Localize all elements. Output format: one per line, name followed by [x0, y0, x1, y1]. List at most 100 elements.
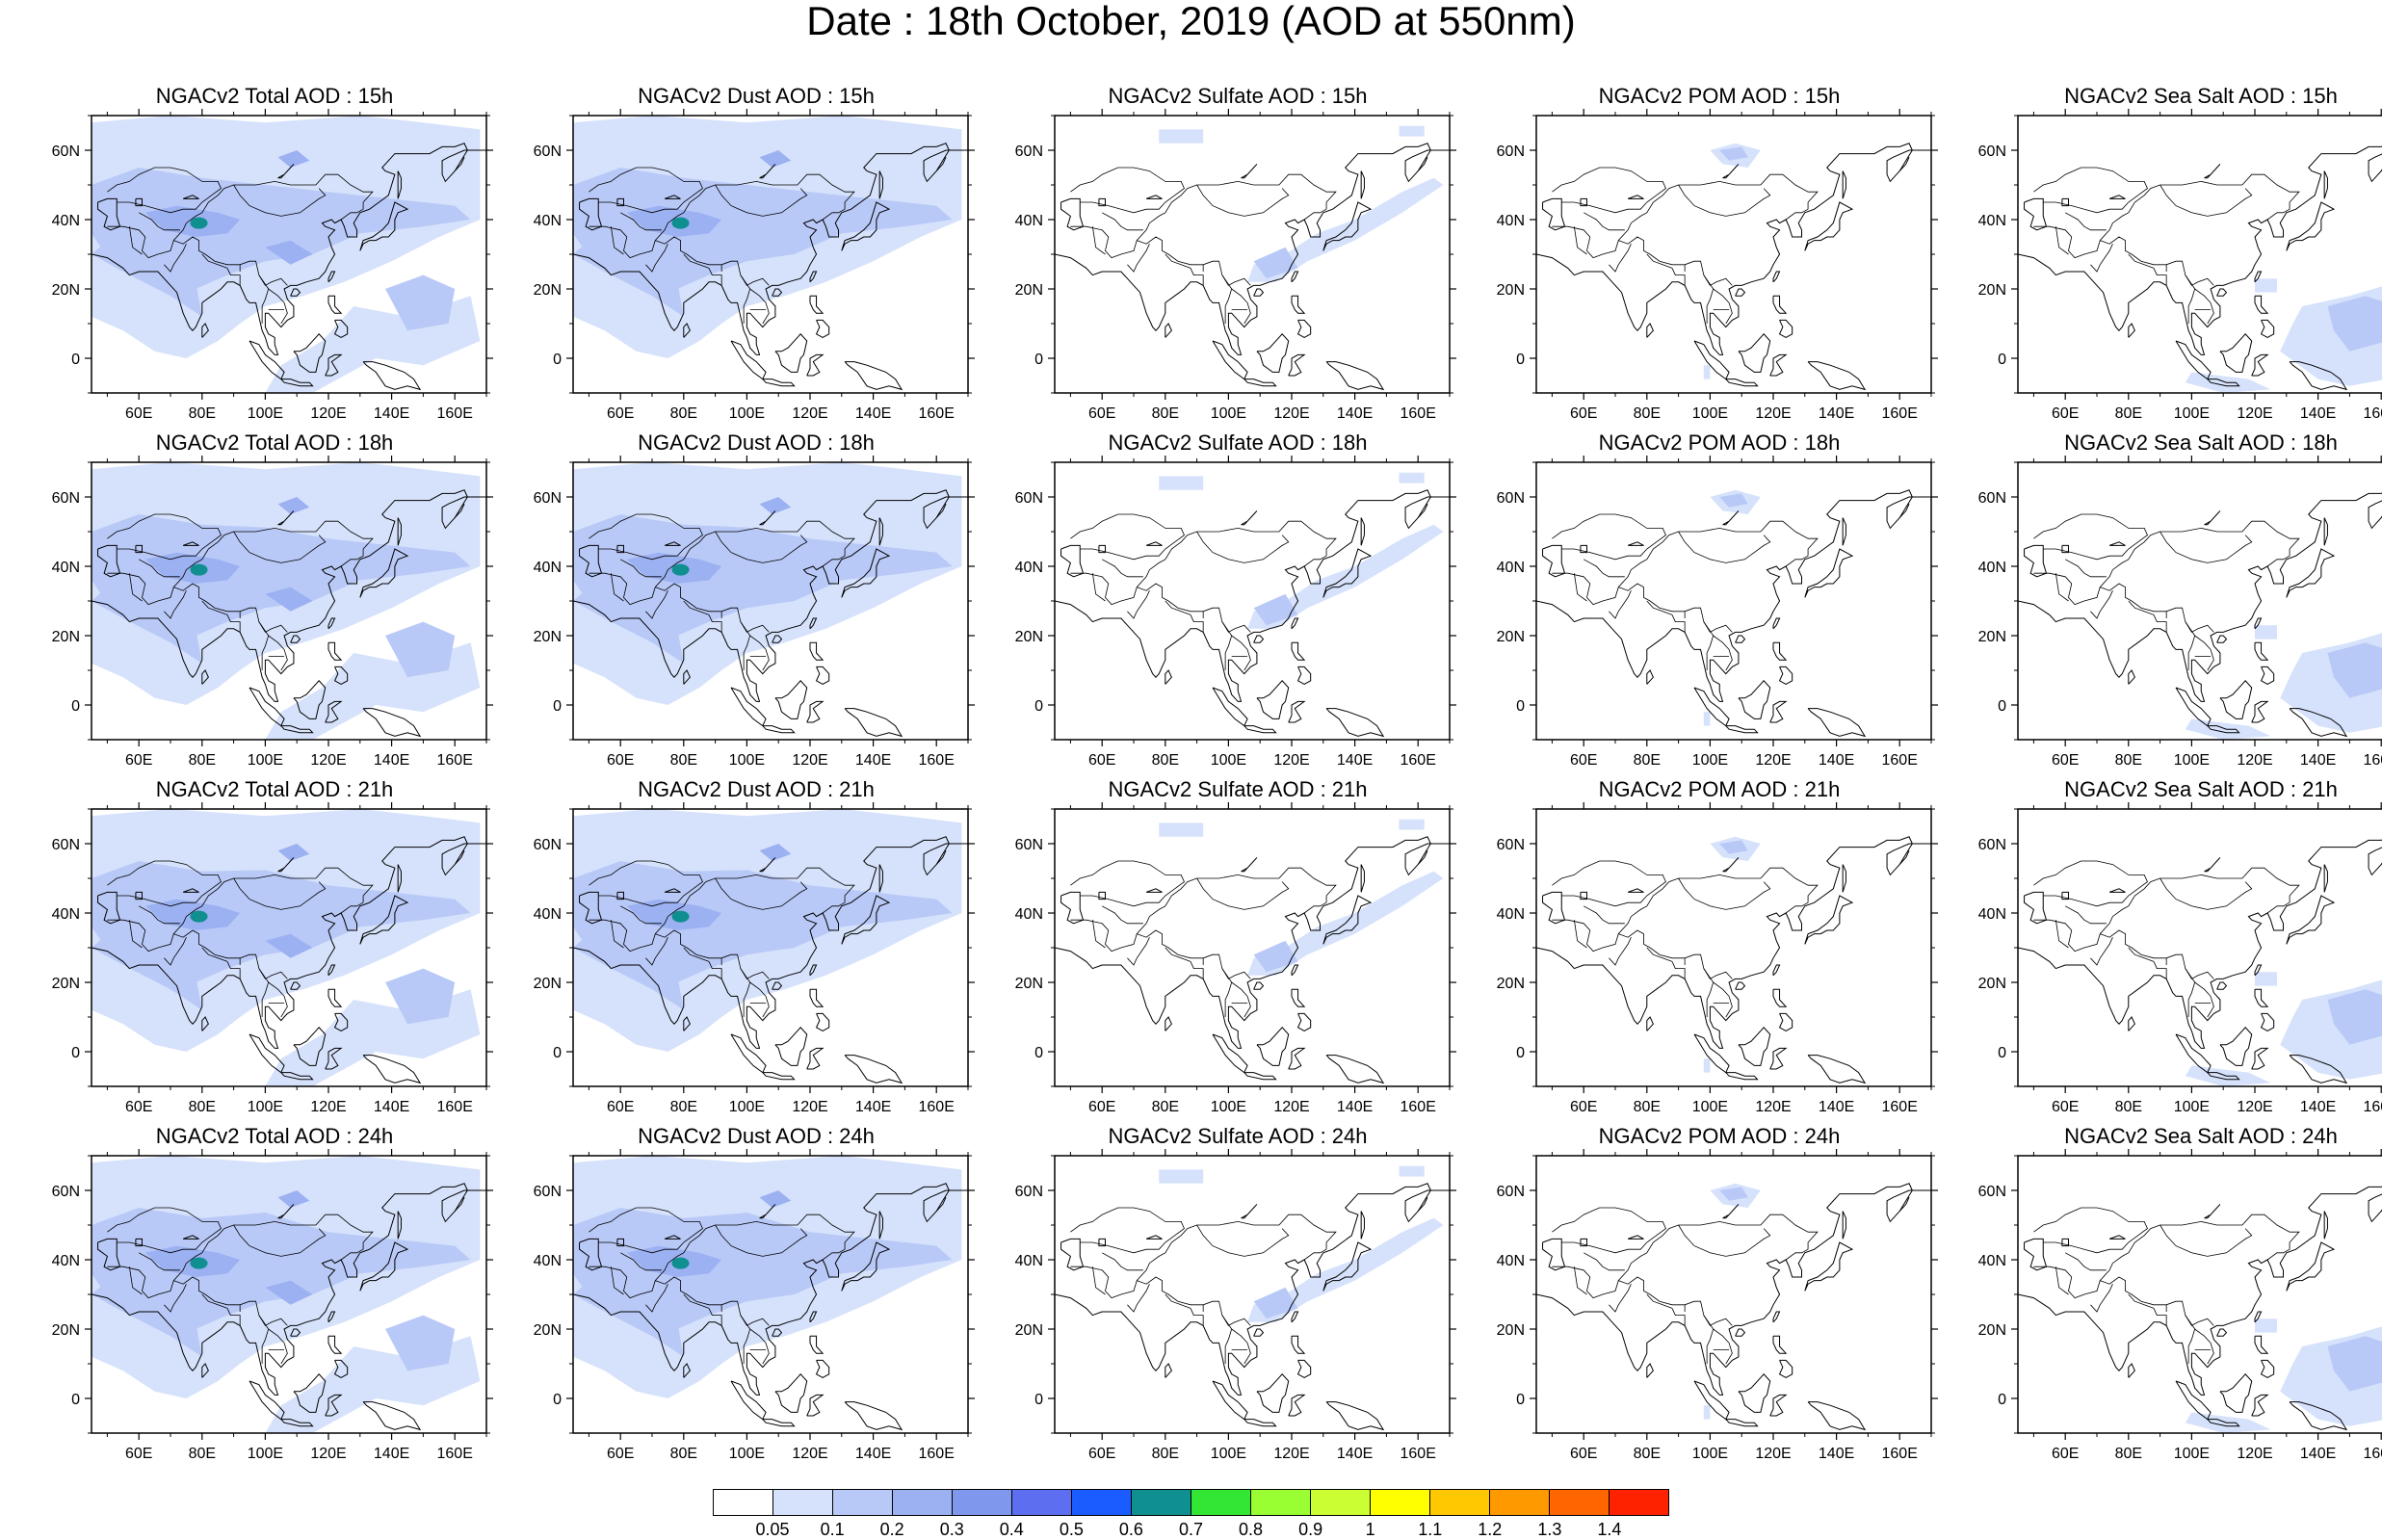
aod-hotspot — [671, 1257, 690, 1269]
coastline — [1360, 864, 1365, 893]
country-border — [822, 208, 846, 221]
lat-tick-label: 20N — [1015, 976, 1043, 992]
coastline — [2289, 1055, 2348, 1084]
coastline — [182, 541, 199, 546]
coastline — [815, 1012, 830, 1031]
country-border — [164, 590, 187, 619]
coastline — [878, 864, 883, 893]
coastline — [1291, 964, 1299, 977]
coastline — [1296, 319, 1312, 338]
coastline — [844, 1401, 903, 1431]
lat-tick-label: 40N — [534, 906, 562, 923]
country-border — [1221, 274, 1233, 324]
coastline — [333, 319, 349, 338]
country-border — [1303, 901, 1327, 914]
coastline — [2128, 669, 2135, 685]
country-border — [107, 860, 222, 907]
coastline — [1735, 981, 1746, 990]
coastline — [2175, 687, 2212, 727]
aod-field-mid — [1253, 1287, 1298, 1319]
coastline — [2024, 891, 2048, 925]
country-border — [226, 961, 241, 979]
coastline — [1325, 1055, 1385, 1084]
lat-tick-label: 20N — [1978, 1322, 2006, 1339]
coastline — [1417, 503, 1428, 518]
panel-title: NGACv2 Sea Salt AOD : 15h — [2064, 84, 2338, 108]
country-border — [173, 1276, 288, 1326]
country-border — [2090, 590, 2113, 619]
colorbar-swatch — [1430, 1490, 1490, 1515]
coastline — [683, 1363, 691, 1378]
coastline — [327, 988, 343, 1007]
country-border — [1573, 226, 1587, 255]
country-border — [2160, 184, 2253, 217]
lon-tick-label: 140E — [855, 405, 891, 422]
country-border — [1127, 1284, 1150, 1313]
lat-tick-label: 40N — [1497, 906, 1525, 923]
coastline — [1288, 1047, 1306, 1070]
coastline — [1536, 836, 1931, 1049]
lon-tick-label: 80E — [670, 752, 697, 769]
aod-field-mid-pacific — [385, 274, 456, 331]
country-border — [1091, 1266, 1106, 1295]
panel-title: NGACv2 Dust AOD : 15h — [638, 84, 875, 108]
lat-tick-label: 40N — [534, 560, 562, 576]
coastline — [1253, 981, 1265, 990]
coastline — [1060, 197, 1085, 231]
coastline — [182, 195, 199, 199]
country-border — [1137, 236, 1251, 286]
coastline — [1542, 891, 1566, 925]
plot-frame — [1054, 115, 1451, 394]
map-plot: 60E 80E 100E 120E 140E 160E 60N 40N 20N 0 — [534, 1149, 975, 1462]
aod-field-light-northeast — [1399, 1165, 1425, 1177]
lat-tick-label: 40N — [1978, 1253, 2006, 1269]
lat-tick-label: 0 — [1998, 1392, 2006, 1408]
coastline — [1212, 687, 1248, 727]
lon-tick-label: 120E — [1273, 405, 1309, 422]
country-border — [1646, 253, 1673, 269]
panel-title: NGACv2 POM AOD : 21h — [1598, 777, 1841, 801]
country-border — [1713, 1328, 1733, 1365]
coastline — [573, 489, 968, 702]
coastline — [2323, 864, 2328, 893]
coastline — [2254, 1311, 2263, 1323]
lon-tick-label: 100E — [248, 752, 283, 769]
country-border — [1070, 1207, 1185, 1254]
lon-tick-label: 140E — [855, 1446, 891, 1462]
lon-tick-label: 160E — [1400, 405, 1436, 422]
country-border — [107, 173, 374, 259]
coastline — [2108, 195, 2126, 199]
map-plot: 60E 80E 100E 120E 140E 160E 60N 40N 20N 0 — [1015, 802, 1456, 1115]
lon-tick-label: 60E — [607, 405, 634, 422]
lon-tick-label: 140E — [855, 752, 891, 769]
lon-tick-label: 60E — [125, 1446, 152, 1462]
country-border — [2033, 513, 2148, 561]
country-border — [107, 1207, 222, 1254]
country-border — [1573, 573, 1587, 602]
lon-tick-label: 120E — [2237, 752, 2272, 769]
coastline — [1360, 1211, 1365, 1240]
country-border — [708, 1308, 722, 1326]
panel-title: NGACv2 Sulfate AOD : 18h — [1108, 431, 1368, 455]
country-border — [1127, 937, 1150, 966]
lat-tick-label: 40N — [1497, 560, 1525, 576]
coastline — [1253, 1328, 1265, 1337]
country-border — [1609, 937, 1632, 966]
lon-tick-label: 120E — [1755, 1099, 1791, 1115]
country-border — [1303, 208, 1327, 221]
country-border — [655, 236, 770, 286]
coastline — [1291, 988, 1306, 1007]
lon-tick-label: 120E — [2237, 1446, 2272, 1462]
coastline — [1807, 361, 1867, 391]
lon-tick-label: 140E — [855, 1099, 891, 1115]
lon-tick-label: 100E — [729, 1099, 765, 1115]
coastline — [1693, 1033, 1730, 1074]
country-border — [2128, 947, 2155, 962]
panel-title: NGACv2 POM AOD : 15h — [1598, 84, 1841, 108]
lat-tick-label: 60N — [534, 837, 562, 853]
country-border — [1137, 929, 1251, 979]
coastline — [1296, 1012, 1312, 1031]
coastline — [573, 143, 968, 355]
coastline — [878, 1211, 883, 1240]
coastline — [2207, 378, 2240, 387]
